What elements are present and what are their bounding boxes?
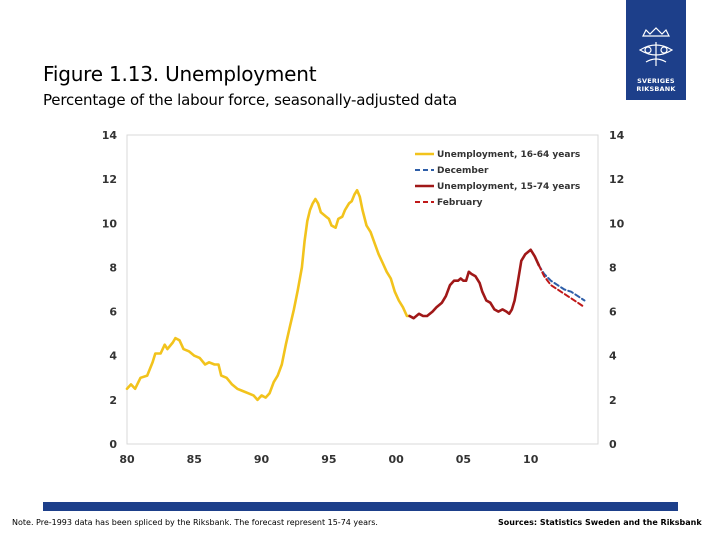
y-tick-left-label: 10 [102, 217, 118, 230]
x-axis: 80 85 90 95 00 05 10 [119, 453, 538, 466]
x-tick-label: 95 [321, 453, 336, 466]
y-tick-left-label: 4 [109, 350, 117, 363]
chart-title: Figure 1.13. Unemployment [43, 62, 317, 86]
x-tick-label: 00 [388, 453, 404, 466]
y-tick-right-label: 10 [609, 217, 625, 230]
x-tick-label: 05 [456, 453, 471, 466]
series-line-february [537, 264, 586, 309]
footer-sources: Sources: Statistics Sweden and the Riksb… [498, 518, 702, 527]
crown-emblem-icon [638, 27, 674, 66]
y-tick-right-label: 12 [609, 173, 624, 186]
y-tick-right-label: 14 [609, 129, 625, 142]
footer-note: Note. Pre-1993 data has been spliced by … [12, 518, 378, 527]
series-line-unemployment-15-74-years [408, 248, 541, 320]
legend-label: Unemployment, 16-64 years [437, 150, 580, 160]
y-tick-left-label: 6 [109, 306, 117, 319]
unemployment-chart: 0 2 4 6 8 10 12 14 0 2 4 6 8 10 12 14 80 85 90 95 00 05 10 U… [102, 129, 625, 466]
series-layer [125, 188, 586, 402]
plot-area [126, 134, 599, 445]
y-tick-right-label: 2 [609, 394, 617, 407]
x-tick-label: 10 [523, 453, 539, 466]
legend: Unemployment, 16-64 years December Unemplo… [415, 150, 580, 208]
series-line-december [537, 264, 586, 302]
left-axis: 0 2 4 6 8 10 12 14 [102, 129, 118, 451]
y-tick-left-label: 14 [102, 129, 118, 142]
y-tick-right-label: 0 [609, 438, 617, 451]
y-tick-right-label: 4 [609, 350, 617, 363]
y-tick-left-label: 8 [109, 261, 117, 274]
y-tick-left-label: 2 [109, 394, 117, 407]
y-tick-left-label: 0 [109, 438, 117, 451]
logo-line-2: RIKSBANK [636, 85, 676, 93]
x-tick-label: 80 [119, 453, 135, 466]
legend-label: December [437, 166, 489, 176]
logo-line-1: SVERIGES [637, 77, 675, 85]
legend-label: February [437, 198, 483, 208]
x-tick-label: 90 [254, 453, 270, 466]
series-line-unemployment-16-64-years [125, 188, 411, 402]
right-axis: 0 2 4 6 8 10 12 14 [609, 129, 625, 451]
footer-bar [43, 502, 678, 511]
y-tick-right-label: 6 [609, 306, 617, 319]
legend-label: Unemployment, 15-74 years [437, 182, 580, 192]
x-tick-label: 85 [187, 453, 202, 466]
chart-subtitle: Percentage of the labour force, seasonal… [43, 91, 458, 109]
y-tick-right-label: 8 [609, 261, 617, 274]
riksbank-logo: SVERIGES RIKSBANK [626, 0, 686, 100]
y-tick-left-label: 12 [102, 173, 117, 186]
